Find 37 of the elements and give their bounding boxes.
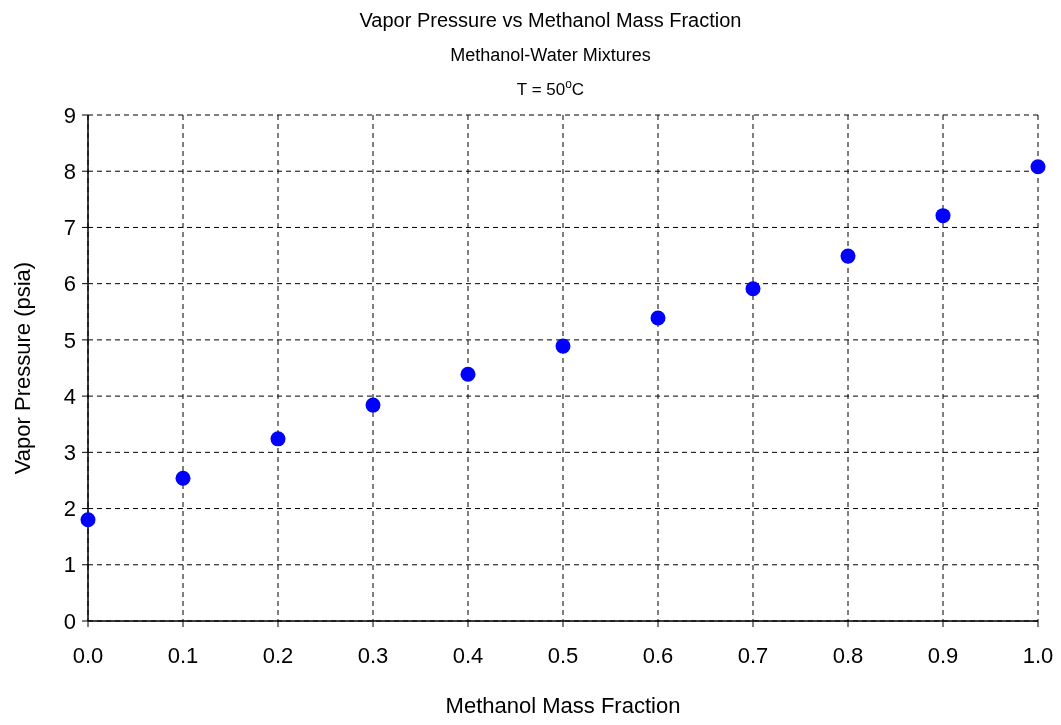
text: T = 50$^{o}$C: [516, 77, 585, 99]
point: [175, 470, 191, 486]
x-tick-label: 0.2: [262, 643, 294, 668]
x-tick-label: 0.5: [547, 643, 579, 668]
x-axis-title: Methanol Mass Fraction: [445, 693, 681, 718]
point: [460, 366, 476, 382]
y-tick-label: 6: [63, 271, 76, 297]
point: [80, 512, 96, 528]
x-tick-label: 0.4: [452, 643, 484, 668]
point: [270, 431, 286, 447]
x-tick-label: 0.7: [737, 643, 769, 668]
y-tick-label: 4: [63, 383, 76, 409]
y-tick-label: 2: [63, 496, 76, 522]
y-axis-title: Vapor Pressure (psia): [10, 261, 35, 475]
y-tick-label: 0: [63, 608, 76, 634]
point: [745, 281, 761, 297]
point: [1030, 159, 1046, 175]
x-tick-label: 0.8: [832, 643, 864, 668]
y-tick-label: 9: [63, 102, 76, 128]
x-tick-label: 0.3: [357, 643, 389, 668]
x-tick-label: 1.0: [1022, 643, 1054, 668]
y-tick-label: 5: [63, 327, 76, 353]
point: [365, 397, 381, 413]
y-tick-label: 8: [63, 158, 76, 184]
x-tick-label: 0.1: [167, 643, 199, 668]
y-tick-label: 1: [63, 552, 76, 578]
y-tick-label: 3: [63, 440, 76, 466]
chart-subtitle: Methanol-Water Mixtures: [450, 45, 651, 65]
point: [650, 310, 666, 326]
x-tick-label: 0.0: [72, 643, 104, 668]
point: [935, 208, 951, 224]
x-tick-label: 0.9: [927, 643, 959, 668]
point: [555, 338, 571, 354]
x-tick-label: 0.6: [642, 643, 674, 668]
point: [840, 248, 856, 264]
chart-title: Vapor Pressure vs Methanol Mass Fraction: [359, 9, 742, 31]
y-tick-label: 7: [63, 215, 76, 241]
